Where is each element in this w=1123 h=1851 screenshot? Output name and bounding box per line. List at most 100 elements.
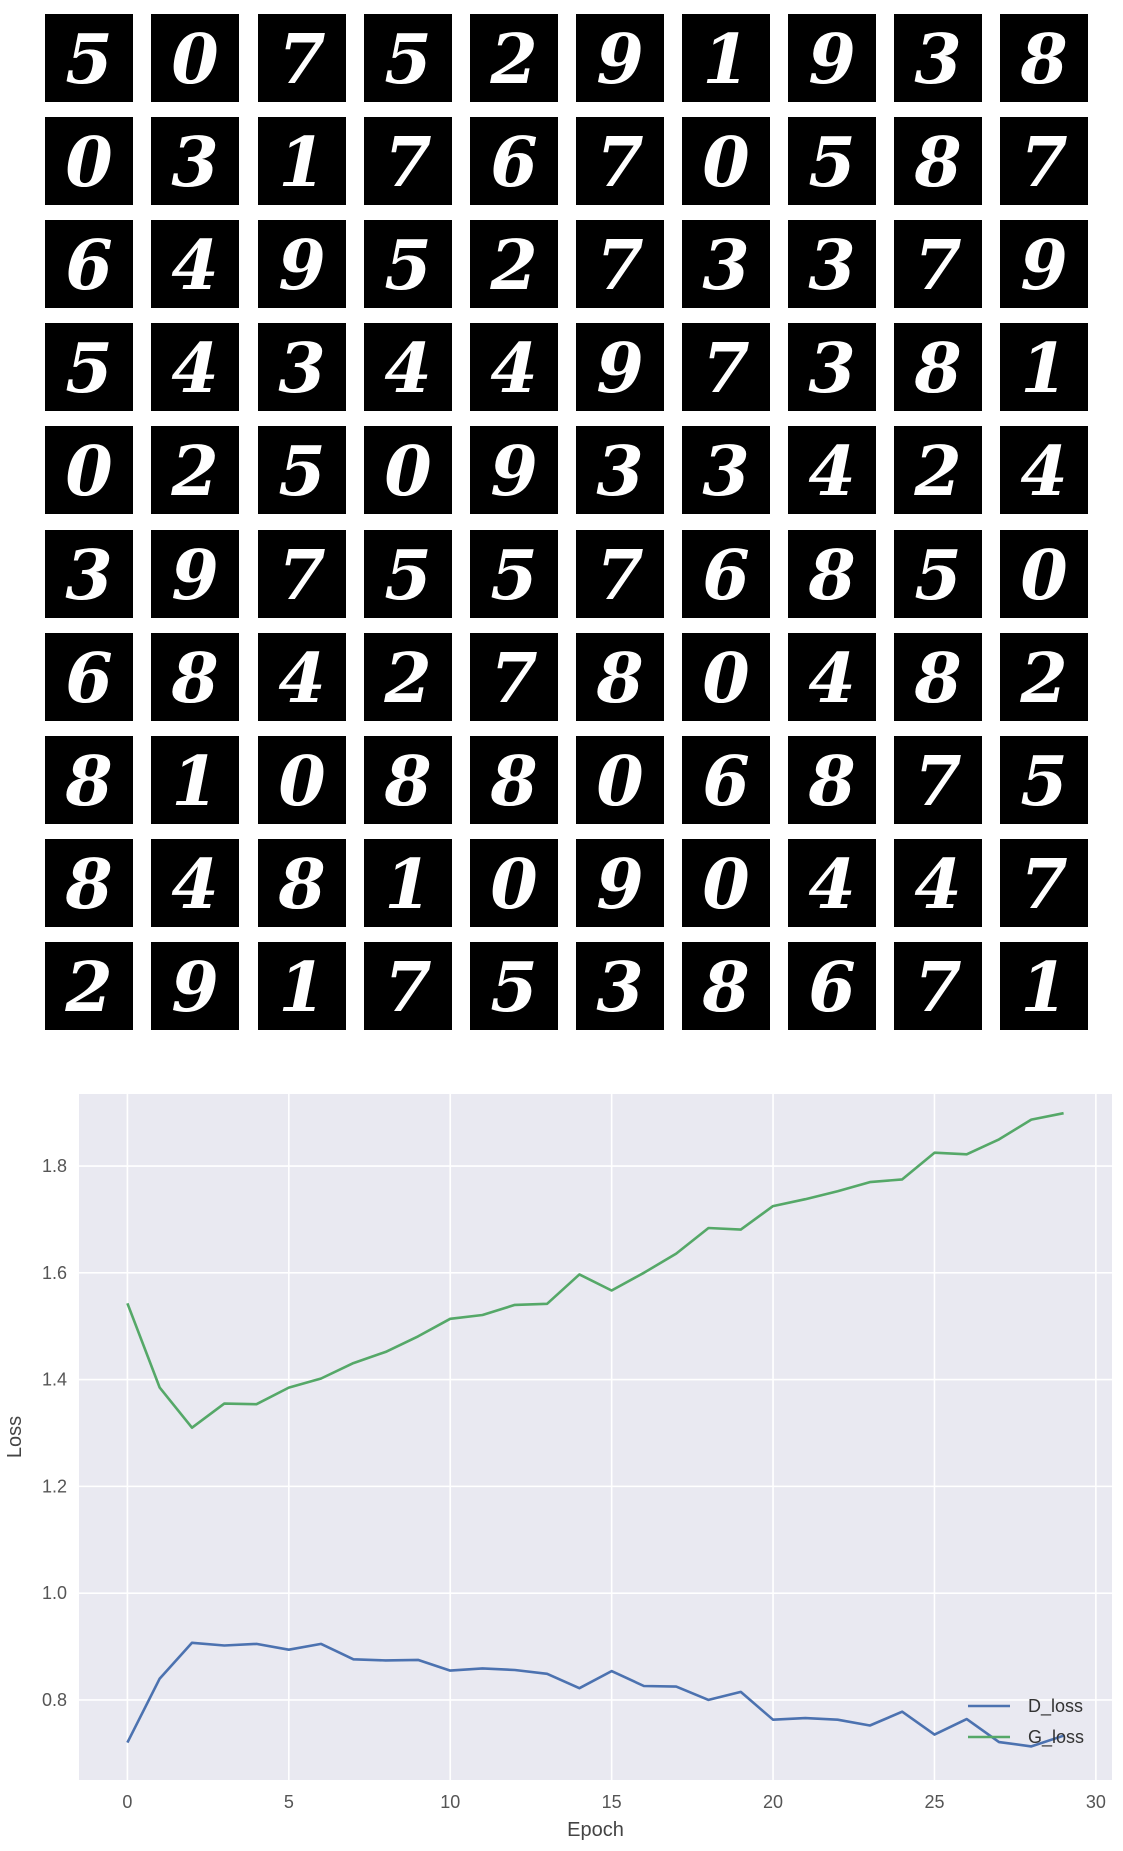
digit-glyph: 4 [808, 432, 855, 512]
digit-glyph: 7 [1020, 845, 1067, 925]
digit-tile: 6 [45, 633, 133, 721]
digit-tile: 0 [151, 14, 239, 102]
digit-glyph: 5 [1020, 742, 1067, 822]
digit-glyph: 8 [807, 536, 855, 616]
digit-glyph: 4 [171, 226, 218, 306]
digit-glyph: 7 [384, 948, 431, 1028]
digit-tile: 8 [788, 530, 876, 618]
digit-glyph: 8 [1019, 20, 1067, 100]
digit-glyph: 2 [489, 20, 537, 100]
digit-tile-background [470, 323, 558, 411]
digit-glyph: 2 [1019, 639, 1067, 719]
digit-tile-background [682, 426, 770, 514]
digit-tile: 4 [258, 633, 346, 721]
digit-tile: 5 [470, 530, 558, 618]
digit-tile: 4 [470, 323, 558, 411]
digit-tile-background [151, 426, 239, 514]
digit-glyph: 1 [384, 845, 431, 925]
digit-glyph: 7 [384, 123, 431, 203]
digit-glyph: 3 [808, 329, 855, 409]
digit-tile: 7 [470, 633, 558, 721]
digit-glyph: 0 [596, 742, 643, 822]
digit-tile: 8 [364, 736, 452, 824]
digit-tile: 9 [258, 220, 346, 308]
digit-glyph: 6 [490, 123, 537, 203]
digit-tile: 8 [682, 942, 770, 1030]
digit-tile-background [258, 426, 346, 514]
series-line-d-loss [126, 1641, 1065, 1748]
digit-glyph: 4 [171, 329, 218, 409]
digit-glyph: 9 [596, 20, 643, 100]
digit-tile-background [151, 839, 239, 927]
digit-tile: 1 [1000, 323, 1088, 411]
digit-tile-background [45, 14, 133, 102]
digit-glyph: 1 [702, 20, 749, 100]
digit-glyph: 5 [914, 536, 961, 616]
digit-tile-background [788, 839, 876, 927]
digit-glyph: 0 [278, 742, 325, 822]
x-tick-label: 25 [924, 1792, 944, 1812]
digit-glyph: 0 [702, 123, 749, 203]
digit-glyph: 4 [171, 845, 218, 925]
digit-tile-background [894, 220, 982, 308]
digit-tile: 9 [1000, 220, 1088, 308]
digit-glyph: 0 [702, 639, 749, 719]
digit-glyph: 5 [384, 20, 431, 100]
digit-glyph: 9 [808, 20, 855, 100]
digit-tile: 7 [364, 942, 452, 1030]
digit-tile: 8 [151, 633, 239, 721]
digit-glyph: 4 [1020, 432, 1067, 512]
digit-tile-background [682, 117, 770, 205]
digit-tile-background [151, 736, 239, 824]
digit-tile-background [470, 942, 558, 1030]
digit-glyph: 7 [702, 329, 749, 409]
digit-tile: 5 [364, 220, 452, 308]
digit-glyph: 7 [914, 226, 961, 306]
digit-glyph: 7 [596, 123, 643, 203]
digit-glyph: 8 [913, 639, 961, 719]
x-tick-label: 0 [122, 1792, 132, 1812]
digit-tile-background [788, 530, 876, 618]
digit-tile-background [894, 117, 982, 205]
digit-tile: 1 [151, 736, 239, 824]
digit-glyph: 8 [489, 742, 537, 822]
digit-tile: 8 [894, 633, 982, 721]
digit-tile: 0 [682, 117, 770, 205]
digit-tile: 2 [894, 426, 982, 514]
digit-tile-background [1000, 839, 1088, 927]
digit-tile-background [470, 839, 558, 927]
digit-tile: 9 [470, 426, 558, 514]
digit-glyph: 8 [64, 742, 112, 822]
digit-tile-background [682, 942, 770, 1030]
digit-tile-background [151, 220, 239, 308]
digit-tile: 6 [788, 942, 876, 1030]
digit-tile: 8 [894, 323, 982, 411]
digit-glyph: 3 [702, 432, 749, 512]
digit-tile: 2 [1000, 633, 1088, 721]
digit-tile-background [470, 14, 558, 102]
digit-glyph: 1 [278, 123, 325, 203]
digit-tile: 5 [364, 530, 452, 618]
digit-tile: 7 [682, 323, 770, 411]
digit-tile: 4 [364, 323, 452, 411]
digit-tile-background [470, 530, 558, 618]
digit-tile-background [788, 14, 876, 102]
digit-tile: 3 [576, 426, 664, 514]
digit-tile: 4 [894, 839, 982, 927]
digit-tile-background [576, 426, 664, 514]
digit-tile: 0 [470, 839, 558, 927]
y-tick-label: 1.6 [42, 1263, 67, 1283]
digit-tile-background [894, 14, 982, 102]
digit-tile-background [364, 530, 452, 618]
digit-tile: 2 [364, 633, 452, 721]
legend-label: D_loss [1028, 1696, 1083, 1717]
digit-tile-background [894, 426, 982, 514]
digit-tile-background [576, 117, 664, 205]
digit-tile-background [364, 736, 452, 824]
x-tick-label: 30 [1086, 1792, 1106, 1812]
legend-label: G_loss [1028, 1727, 1084, 1748]
digit-glyph: 3 [596, 432, 643, 512]
digit-tile: 8 [258, 839, 346, 927]
digit-tile: 0 [682, 839, 770, 927]
digit-glyph: 1 [1020, 329, 1067, 409]
